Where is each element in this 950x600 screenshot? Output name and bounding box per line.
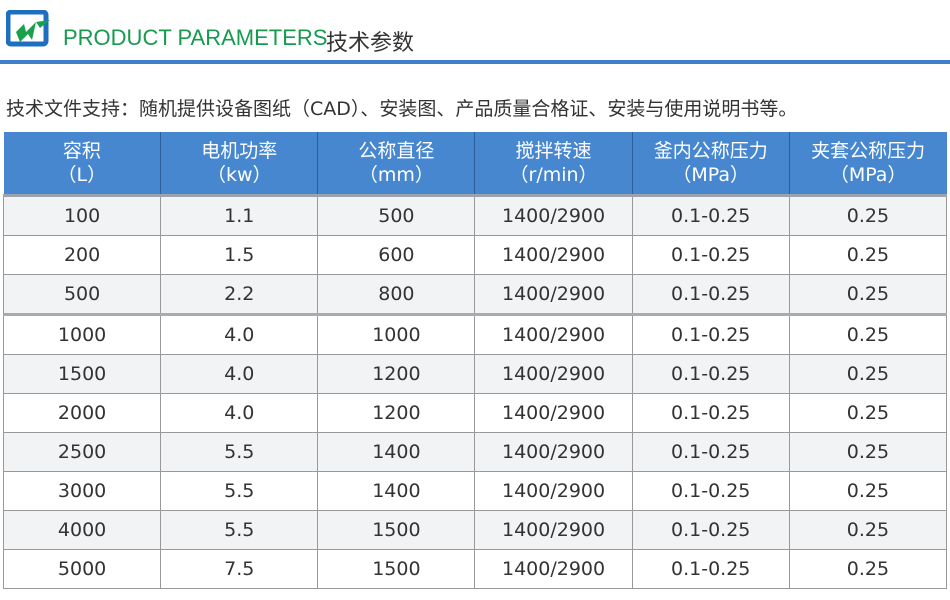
column-unit: （r/min）: [509, 164, 598, 186]
table-cell: 1400/2900: [474, 432, 633, 472]
table-cell: 4.0: [160, 393, 319, 433]
table-cell: 5.5: [160, 432, 319, 472]
table-cell: 0.25: [788, 195, 948, 236]
table-cell: 0.1-0.25: [631, 354, 790, 394]
table-cell: 1200: [317, 354, 476, 394]
table-cell: 0.25: [788, 354, 948, 394]
column-unit: （MPa）: [672, 164, 750, 186]
table-header-row: 容积 （L） 电机功率 （kw） 公称直径 （mm） 搅拌转速 （r/min） 釜内公称压力 （M…: [3, 132, 947, 197]
column-unit: （kw）: [206, 164, 272, 186]
table-cell: 1200: [317, 393, 476, 433]
column-unit: （L）: [57, 164, 107, 186]
table-cell: 1400: [317, 471, 476, 511]
column-header: 釜内公称压力 （MPa）: [632, 132, 790, 197]
column-name: 搅拌转速: [515, 140, 592, 162]
table-cell: 200: [2, 235, 162, 275]
title-chinese: 技术参数: [326, 31, 415, 56]
table-cell: 5.5: [160, 510, 319, 550]
table-row: 1000 4.0 1000 1400/2900 0.1-0.25 0.25: [2, 314, 948, 355]
table-row: 5000 7.5 1500 1400/2900 0.1-0.25 0.25: [2, 549, 948, 589]
technical-docs-note: 技术文件支持：随机提供设备图纸（CAD）、安装图、产品质量合格证、安装与使用说明…: [6, 98, 798, 120]
table-cell: 0.1-0.25: [631, 274, 790, 316]
column-name: 电机功率: [201, 140, 278, 162]
column-name: 容积: [62, 140, 101, 162]
table-cell: 5000: [2, 549, 162, 589]
table-cell: 1000: [2, 314, 162, 355]
table-cell: 0.1-0.25: [631, 314, 790, 355]
table-cell: 1500: [2, 354, 162, 394]
table-cell: 1400/2900: [474, 510, 633, 550]
table-cell: 1400/2900: [474, 195, 633, 236]
table-row: 200 1.5 600 1400/2900 0.1-0.25 0.25: [2, 235, 948, 275]
table-cell: 0.25: [788, 432, 948, 472]
table-cell: 600: [317, 235, 476, 275]
table-cell: 1.1: [160, 195, 319, 236]
table-cell: 1400/2900: [474, 274, 633, 316]
table-cell: 1000: [317, 314, 476, 355]
column-name: 釜内公称压力: [653, 140, 768, 162]
table-cell: 1400/2900: [474, 549, 633, 589]
column-name: 夹套公称压力: [811, 140, 926, 162]
table-cell: 1400/2900: [474, 314, 633, 355]
column-header: 夹套公称压力 （MPa）: [789, 132, 947, 197]
table-cell: 7.5: [160, 549, 319, 589]
table-cell: 0.1-0.25: [631, 235, 790, 275]
table-row: 3000 5.5 1400 1400/2900 0.1-0.25 0.25: [2, 471, 948, 511]
column-unit: （MPa）: [829, 164, 907, 186]
table-cell: 0.25: [788, 314, 948, 355]
table-row: 500 2.2 800 1400/2900 0.1-0.25 0.25: [2, 274, 948, 316]
table-cell: 1400: [317, 432, 476, 472]
table-cell: 0.1-0.25: [631, 510, 790, 550]
column-header: 搅拌转速 （r/min）: [474, 132, 633, 197]
table-cell: 2000: [2, 393, 162, 433]
table-cell: 2.2: [160, 274, 319, 316]
table-row: 2000 4.0 1200 1400/2900 0.1-0.25 0.25: [2, 393, 948, 433]
table-cell: 3000: [2, 471, 162, 511]
table-cell: 0.25: [788, 510, 948, 550]
header-divider: [0, 60, 950, 64]
table-cell: 0.25: [788, 549, 948, 589]
table-cell: 1400/2900: [474, 471, 633, 511]
table-cell: 5.5: [160, 471, 319, 511]
table-cell: 1400/2900: [474, 235, 633, 275]
table-cell: 0.25: [788, 274, 948, 316]
table-cell: 2500: [2, 432, 162, 472]
table-cell: 4.0: [160, 314, 319, 355]
column-unit: （mm）: [358, 164, 434, 186]
title-english: PRODUCT PARAMETERS: [63, 25, 328, 50]
table-cell: 0.25: [788, 471, 948, 511]
logo-icon: [6, 10, 50, 47]
parameters-table: 容积 （L） 电机功率 （kw） 公称直径 （mm） 搅拌转速 （r/min） 釜内公称压力 （M…: [2, 132, 948, 589]
table-cell: 4000: [2, 510, 162, 550]
table-cell: 500: [317, 195, 476, 236]
table-cell: 1500: [317, 510, 476, 550]
table-cell: 0.1-0.25: [631, 471, 790, 511]
table-cell: 0.1-0.25: [631, 432, 790, 472]
table-row: 100 1.1 500 1400/2900 0.1-0.25 0.25: [2, 195, 948, 236]
table-cell: 800: [317, 274, 476, 316]
table-cell: 0.25: [788, 235, 948, 275]
table-cell: 1400/2900: [474, 354, 633, 394]
column-header: 电机功率 （kw）: [160, 132, 319, 197]
table-cell: 0.1-0.25: [631, 393, 790, 433]
table-cell: 1400/2900: [474, 393, 633, 433]
column-header: 容积 （L）: [3, 132, 162, 197]
table-row: 2500 5.5 1400 1400/2900 0.1-0.25 0.25: [2, 432, 948, 472]
table-cell: 0.1-0.25: [631, 549, 790, 589]
table-cell: 4.0: [160, 354, 319, 394]
table-cell: 100: [2, 195, 162, 236]
table-cell: 0.1-0.25: [631, 195, 790, 236]
table-cell: 0.25: [788, 393, 948, 433]
table-cell: 1500: [317, 549, 476, 589]
column-header: 公称直径 （mm）: [317, 132, 476, 197]
table-row: 4000 5.5 1500 1400/2900 0.1-0.25 0.25: [2, 510, 948, 550]
table-cell: 1.5: [160, 235, 319, 275]
column-name: 公称直径: [358, 140, 435, 162]
table-cell: 500: [2, 274, 162, 316]
table-row: 1500 4.0 1200 1400/2900 0.1-0.25 0.25: [2, 354, 948, 394]
